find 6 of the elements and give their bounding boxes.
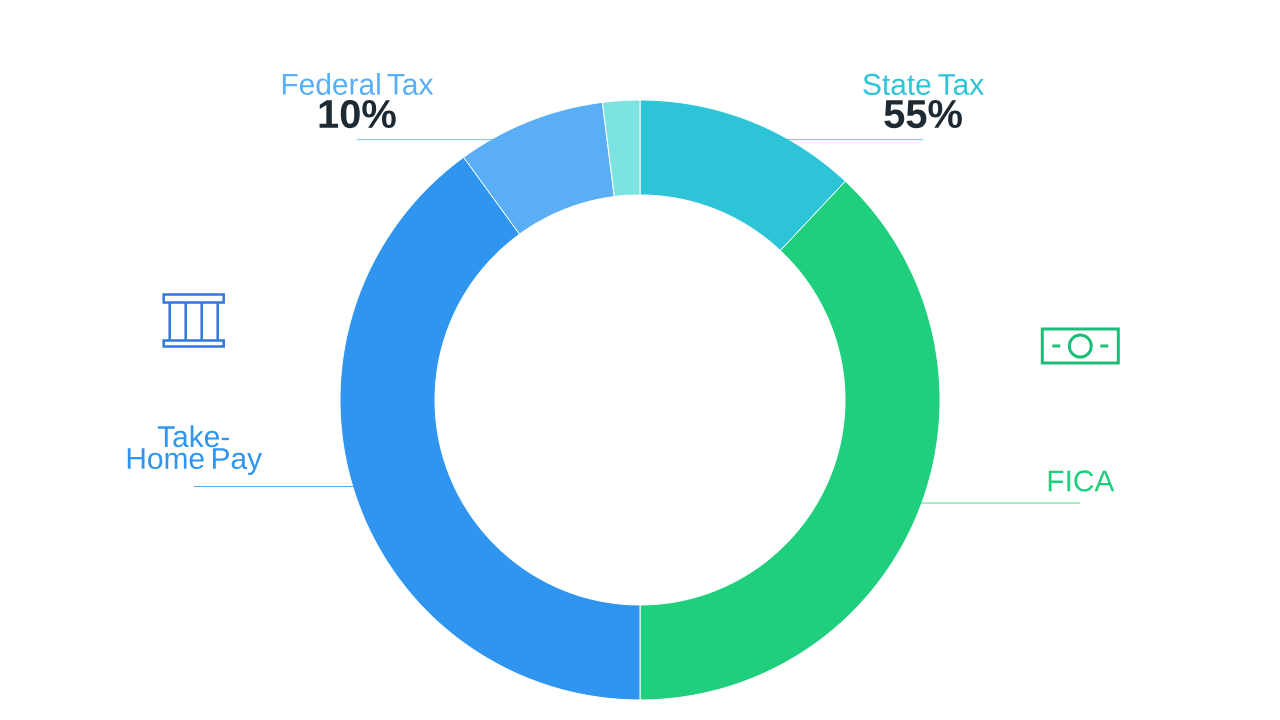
slice-label: Take-Home Pay [127,425,262,475]
slice-label: Federal Tax [282,72,434,95]
text: 55% [884,100,962,129]
text: 10% [319,99,396,129]
slice-label: FICA [1048,470,1115,492]
slice-label: State Tax [863,73,984,96]
